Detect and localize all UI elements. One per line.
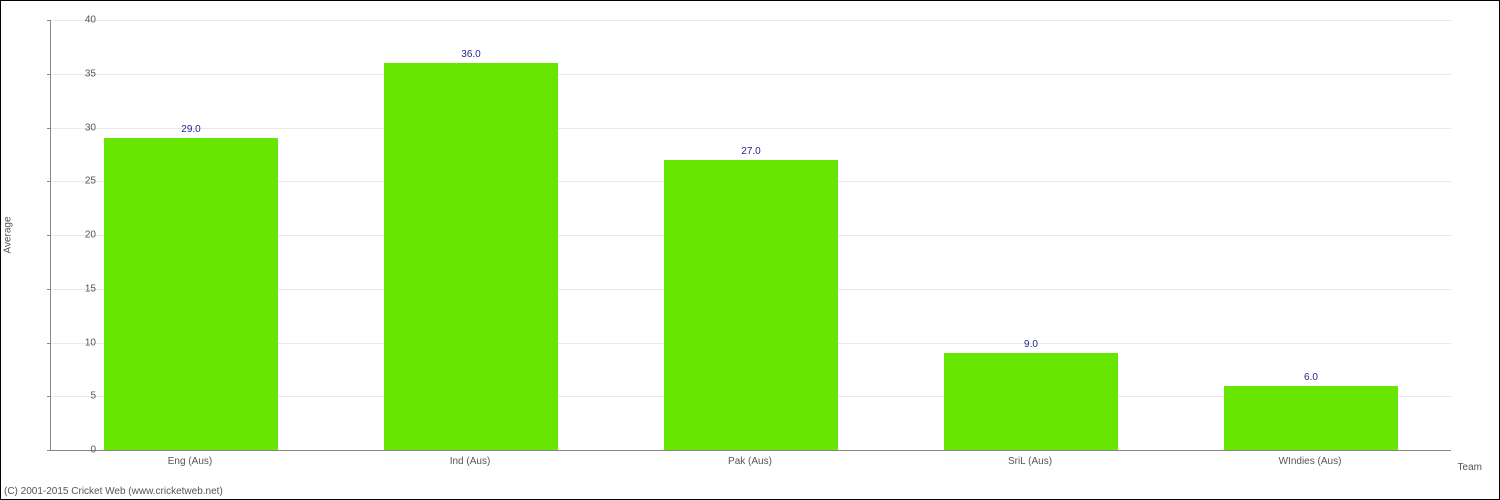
bar-value-label: 6.0 — [1304, 372, 1318, 383]
y-tick-label: 40 — [50, 15, 96, 26]
x-tick-label: WIndies (Aus) — [1279, 456, 1342, 467]
y-tick-label: 15 — [50, 283, 96, 294]
bar — [104, 138, 278, 450]
y-tick-label: 35 — [50, 68, 96, 79]
y-tick-label: 20 — [50, 230, 96, 241]
gridline — [51, 74, 1451, 75]
x-tick-label: SriL (Aus) — [1008, 456, 1052, 467]
y-axis-title: Average — [3, 216, 14, 253]
bar-value-label: 9.0 — [1024, 339, 1038, 350]
bar — [944, 353, 1118, 450]
bar — [384, 63, 558, 450]
bar-value-label: 36.0 — [461, 49, 480, 60]
gridline — [51, 20, 1451, 21]
bar-value-label: 27.0 — [741, 146, 760, 157]
bar — [664, 160, 838, 450]
plot-area: 29.0 36.0 27.0 9.0 6.0 — [50, 20, 1451, 451]
copyright-text: (C) 2001-2015 Cricket Web (www.cricketwe… — [4, 486, 223, 497]
bar-value-label: 29.0 — [181, 124, 200, 135]
y-tick-label: 30 — [50, 122, 96, 133]
y-tick-label: 25 — [50, 176, 96, 187]
y-tick-label: 10 — [50, 337, 96, 348]
x-axis-title: Team — [1458, 462, 1482, 473]
y-tick-label: 5 — [50, 391, 96, 402]
x-tick-label: Eng (Aus) — [168, 456, 212, 467]
x-tick-label: Pak (Aus) — [728, 456, 772, 467]
y-tick-label: 0 — [50, 445, 96, 456]
gridline — [51, 128, 1451, 129]
x-tick-label: Ind (Aus) — [450, 456, 491, 467]
bar — [1224, 386, 1398, 451]
